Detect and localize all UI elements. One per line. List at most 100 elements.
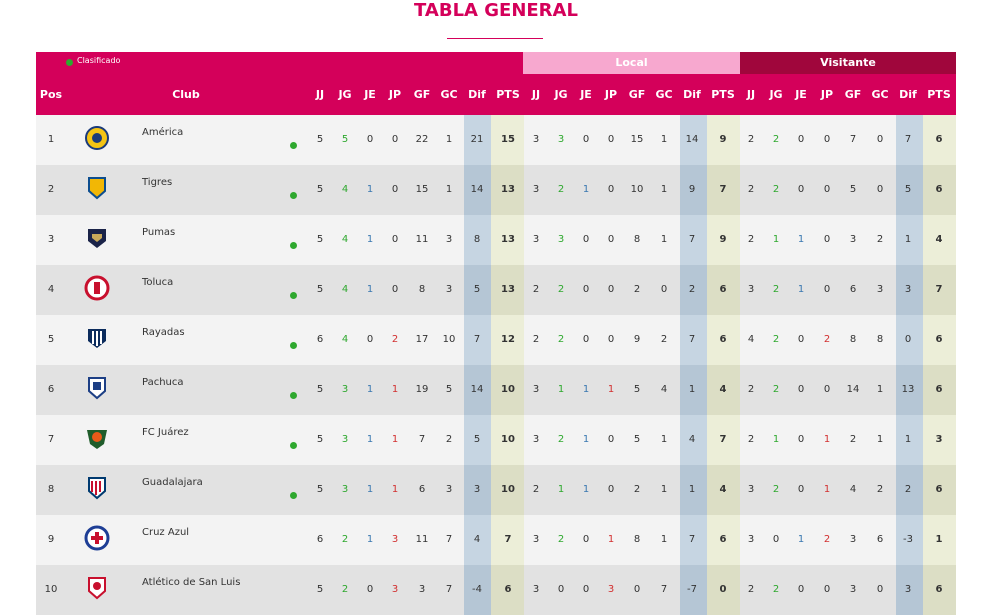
overall-jp-value: 0 — [391, 184, 399, 195]
visitante-gc-value: 8 — [876, 334, 884, 345]
overall-jp-value: 1 — [391, 434, 399, 445]
local-jj-value: 3 — [532, 134, 540, 145]
overall-gc-value: 5 — [445, 384, 453, 395]
overall-jp-value: 0 — [391, 134, 399, 145]
local-je-value: 1 — [582, 184, 590, 195]
header-overall-jj[interactable]: JJ — [315, 88, 325, 101]
local-pts-value: 7 — [719, 434, 727, 445]
pts-column-shade — [491, 115, 524, 165]
toluca-logo[interactable] — [84, 275, 110, 301]
club-name[interactable]: FC Juárez — [142, 427, 189, 438]
header-local-jj[interactable]: JJ — [531, 88, 541, 101]
tigres-logo[interactable] — [84, 175, 110, 201]
overall-pts-value: 13 — [501, 284, 515, 295]
visitante-jp-value: 2 — [823, 534, 831, 545]
overall-jj-value: 5 — [316, 284, 324, 295]
club-name[interactable]: América — [142, 127, 184, 138]
local-header-label[interactable]: Local — [615, 56, 648, 69]
overall-jj-value: 5 — [316, 184, 324, 195]
visitante-jj-value: 3 — [747, 284, 755, 295]
visitante-jg-value: 1 — [772, 234, 780, 245]
visitante-header-label[interactable]: Visitante — [820, 56, 876, 69]
header-local-gf[interactable]: GF — [628, 88, 646, 101]
dif-column-shade — [680, 165, 707, 215]
pumas-logo[interactable] — [84, 225, 110, 251]
local-gc-value: 4 — [660, 384, 668, 395]
club-name[interactable]: Atlético de San Luis — [142, 577, 241, 588]
header-overall-jp[interactable]: JP — [388, 88, 402, 101]
header-local-gc[interactable]: GC — [655, 88, 673, 101]
pts-column-shade — [923, 115, 956, 165]
juarez-logo[interactable] — [84, 425, 110, 451]
dif-column-shade — [464, 365, 491, 415]
header-overall-gc[interactable]: GC — [440, 88, 458, 101]
san-luis-logo[interactable] — [84, 575, 110, 601]
club-name[interactable]: Toluca — [142, 277, 174, 288]
visitante-jj-value: 2 — [747, 584, 755, 595]
visitante-gf-value: 7 — [849, 134, 857, 145]
local-jg-value: 2 — [557, 184, 565, 195]
header-local-je[interactable]: JE — [580, 88, 592, 101]
header-local-pts[interactable]: PTS — [711, 88, 735, 101]
pts-column-shade — [923, 165, 956, 215]
dif-column-shade — [680, 215, 707, 265]
visitante-jg-value: 2 — [772, 384, 780, 395]
guadalajara-logo[interactable] — [84, 475, 110, 501]
club-name[interactable]: Tigres — [142, 177, 173, 188]
overall-je-value: 1 — [366, 434, 374, 445]
overall-jp-value: 3 — [391, 584, 399, 595]
local-pts-value: 6 — [719, 534, 727, 545]
header-local-jp[interactable]: JP — [604, 88, 618, 101]
header-local-dif[interactable]: Dif — [683, 88, 701, 101]
club-name[interactable]: Pumas — [142, 227, 176, 238]
header-visitante-gc[interactable]: GC — [871, 88, 889, 101]
local-dif-value: 14 — [685, 134, 699, 145]
overall-jj-value: 6 — [316, 534, 324, 545]
header-visitante-jp[interactable]: JP — [820, 88, 834, 101]
header-overall-gf[interactable]: GF — [413, 88, 431, 101]
pachuca-logo[interactable] — [84, 375, 110, 401]
visitante-gc-value: 1 — [876, 384, 884, 395]
overall-pts-value: 6 — [504, 584, 512, 595]
local-gf-value: 5 — [633, 434, 641, 445]
visitante-pts-value: 7 — [935, 284, 943, 295]
visitante-gf-value: 14 — [846, 384, 860, 395]
header-pos[interactable]: Pos — [39, 88, 63, 101]
header-visitante-dif[interactable]: Dif — [899, 88, 917, 101]
cruz-azul-logo[interactable] — [84, 525, 110, 551]
local-pts-value: 7 — [719, 184, 727, 195]
visitante-je-value: 0 — [797, 484, 805, 495]
overall-pts-value: 10 — [501, 434, 515, 445]
local-je-value: 0 — [582, 234, 590, 245]
header-visitante-je[interactable]: JE — [795, 88, 807, 101]
club-name[interactable]: Pachuca — [142, 377, 184, 388]
dif-column-shade — [680, 515, 707, 565]
local-gc-value: 1 — [660, 184, 668, 195]
club-name[interactable]: Guadalajara — [142, 477, 203, 488]
dif-column-shade — [464, 165, 491, 215]
visitante-dif-value: -3 — [903, 534, 913, 545]
local-jj-value: 3 — [532, 234, 540, 245]
club-name[interactable]: Cruz Azul — [142, 527, 190, 538]
header-overall-jg[interactable]: JG — [338, 88, 352, 101]
dif-column-shade — [464, 515, 491, 565]
local-jg-value: 3 — [557, 134, 565, 145]
club-name[interactable]: Rayadas — [142, 327, 185, 338]
overall-gf-value: 15 — [415, 184, 429, 195]
visitante-je-value: 0 — [797, 434, 805, 445]
visitante-je-value: 0 — [797, 334, 805, 345]
header-visitante-jj[interactable]: JJ — [746, 88, 756, 101]
header-overall-dif[interactable]: Dif — [468, 88, 486, 101]
header-club[interactable]: Club — [172, 88, 200, 101]
dif-column-shade — [464, 215, 491, 265]
america-logo[interactable] — [84, 125, 110, 151]
header-overall-pts[interactable]: PTS — [496, 88, 520, 101]
overall-je-value: 1 — [366, 484, 374, 495]
header-visitante-pts[interactable]: PTS — [927, 88, 951, 101]
rayadas-logo[interactable] — [84, 325, 110, 351]
header-overall-je[interactable]: JE — [364, 88, 376, 101]
header-visitante-gf[interactable]: GF — [844, 88, 862, 101]
header-visitante-jg[interactable]: JG — [769, 88, 783, 101]
classified-legend-dot — [66, 59, 73, 66]
header-local-jg[interactable]: JG — [554, 88, 568, 101]
